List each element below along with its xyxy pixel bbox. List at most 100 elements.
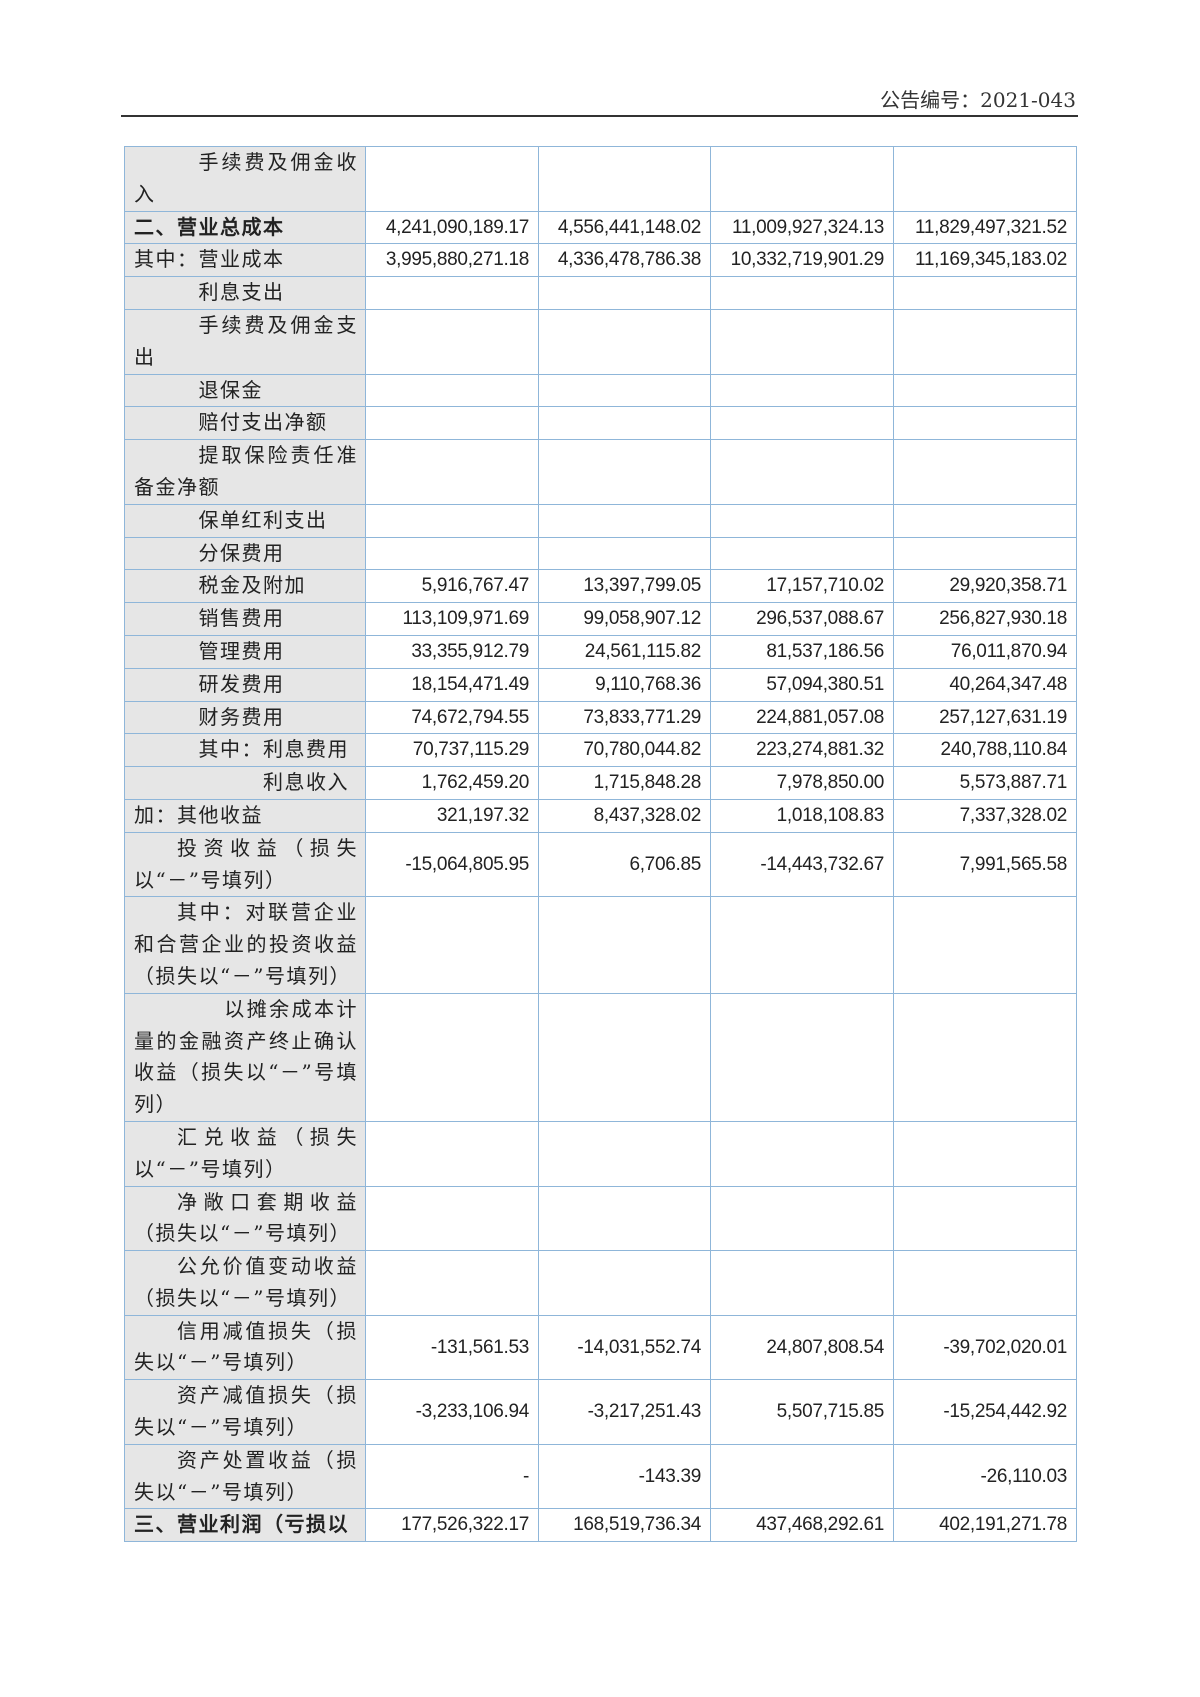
- value-cell: -3,233,106.94: [365, 1379, 539, 1445]
- table-row: 三、营业利润（亏损以 177,526,322.17 168,519,736.34 43…: [124, 1508, 1077, 1543]
- value-cell: [365, 1120, 539, 1187]
- value-cell: 224,881,057.08: [710, 700, 894, 735]
- table-row: 保单红利支出: [124, 503, 1077, 538]
- row-label: 资产减值损失（损失以“－”号填列）: [124, 1379, 366, 1445]
- value-cell: [710, 1185, 894, 1252]
- value-cell: [538, 146, 711, 212]
- table-row: 税金及附加 5,916,767.47 13,397,799.05 17,157,710…: [124, 569, 1077, 604]
- value-cell: 5,507,715.85: [710, 1379, 894, 1445]
- value-cell: 240,788,110.84: [893, 733, 1077, 768]
- value-cell: [538, 992, 711, 1122]
- value-cell: [538, 308, 711, 375]
- row-label: 汇兑收益（损失以“－”号填列）: [124, 1120, 366, 1187]
- table-row: 投资收益（损失以“－”号填列） -15,064,805.95 6,706.85 -14…: [124, 831, 1077, 898]
- table-row: 分保费用: [124, 536, 1077, 571]
- value-cell: 296,537,088.67: [710, 602, 894, 636]
- row-label: 销售费用: [124, 602, 366, 636]
- value-cell: 8,437,328.02: [538, 798, 711, 833]
- value-cell: 70,780,044.82: [538, 733, 711, 768]
- value-cell: [710, 373, 894, 408]
- value-cell: [538, 1120, 711, 1187]
- value-cell: 168,519,736.34: [538, 1508, 711, 1543]
- value-cell: [538, 536, 711, 571]
- row-label: 研发费用: [124, 667, 366, 702]
- row-label: 税金及附加: [124, 569, 366, 604]
- value-cell: [538, 896, 711, 994]
- value-cell: [365, 276, 539, 310]
- value-cell: [365, 896, 539, 994]
- value-cell: 402,191,271.78: [893, 1508, 1077, 1543]
- table-row: 资产处置收益（损失以“－”号填列） - -143.39 -26,110.03: [124, 1443, 1077, 1510]
- value-cell: 11,169,345,183.02: [893, 243, 1077, 278]
- value-cell: 33,355,912.79: [365, 634, 539, 669]
- value-cell: [365, 406, 539, 441]
- value-cell: 99,058,907.12: [538, 602, 711, 636]
- value-cell: [710, 896, 894, 994]
- value-cell: 4,556,441,148.02: [538, 210, 711, 245]
- row-label: 保单红利支出: [124, 503, 366, 538]
- table-row: 销售费用 113,109,971.69 99,058,907.12 296,537,0…: [124, 602, 1077, 636]
- row-label: 公允价值变动收益（损失以“－”号填列）: [124, 1250, 366, 1316]
- value-cell: 4,336,478,786.38: [538, 243, 711, 278]
- table-row: 管理费用 33,355,912.79 24,561,115.82 81,537,186…: [124, 634, 1077, 669]
- value-cell: -143.39: [538, 1443, 711, 1510]
- value-cell: [365, 536, 539, 571]
- row-label: 手续费及佣金收入: [124, 146, 366, 212]
- value-cell: [710, 1250, 894, 1316]
- value-cell: [710, 276, 894, 310]
- table-row: 汇兑收益（损失以“－”号填列）: [124, 1120, 1077, 1187]
- value-cell: -15,254,442.92: [893, 1379, 1077, 1445]
- value-cell: [710, 439, 894, 505]
- value-cell: [893, 503, 1077, 538]
- row-label: 其中：利息费用: [124, 733, 366, 768]
- value-cell: [538, 439, 711, 505]
- value-cell: [893, 276, 1077, 310]
- value-cell: [365, 373, 539, 408]
- value-cell: [893, 406, 1077, 441]
- value-cell: [710, 1120, 894, 1187]
- value-cell: [538, 1185, 711, 1252]
- value-cell: 5,573,887.71: [893, 766, 1077, 800]
- value-cell: [893, 1185, 1077, 1252]
- value-cell: [893, 896, 1077, 994]
- value-cell: [538, 406, 711, 441]
- value-cell: [538, 373, 711, 408]
- value-cell: 81,537,186.56: [710, 634, 894, 669]
- value-cell: [365, 992, 539, 1122]
- value-cell: 70,737,115.29: [365, 733, 539, 768]
- value-cell: [365, 1185, 539, 1252]
- table-row: 公允价值变动收益（损失以“－”号填列）: [124, 1250, 1077, 1316]
- value-cell: [710, 992, 894, 1122]
- value-cell: 321,197.32: [365, 798, 539, 833]
- row-label: 分保费用: [124, 536, 366, 571]
- value-cell: 4,241,090,189.17: [365, 210, 539, 245]
- value-cell: -14,031,552.74: [538, 1314, 711, 1381]
- row-label: 管理费用: [124, 634, 366, 669]
- value-cell: [893, 1120, 1077, 1187]
- row-label: 二、营业总成本: [124, 210, 366, 245]
- value-cell: 57,094,380.51: [710, 667, 894, 702]
- table-row: 赔付支出净额: [124, 406, 1077, 441]
- value-cell: 24,561,115.82: [538, 634, 711, 669]
- row-label: 赔付支出净额: [124, 406, 366, 441]
- row-label: 信用减值损失（损失以“－”号填列）: [124, 1314, 366, 1381]
- value-cell: [710, 503, 894, 538]
- table-row: 其中：营业成本 3,995,880,271.18 4,336,478,786.38 1…: [124, 243, 1077, 278]
- value-cell: 1,715,848.28: [538, 766, 711, 800]
- value-cell: 11,009,927,324.13: [710, 210, 894, 245]
- value-cell: 113,109,971.69: [365, 602, 539, 636]
- table-row: 净敞口套期收益（损失以“－”号填列）: [124, 1185, 1077, 1252]
- row-label: 退保金: [124, 373, 366, 408]
- value-cell: 24,807,808.54: [710, 1314, 894, 1381]
- value-cell: [893, 992, 1077, 1122]
- table-row: 手续费及佣金收入: [124, 146, 1077, 212]
- value-cell: [538, 276, 711, 310]
- value-cell: 40,264,347.48: [893, 667, 1077, 702]
- row-label: 其中：营业成本: [124, 243, 366, 278]
- value-cell: [893, 536, 1077, 571]
- value-cell: [365, 146, 539, 212]
- value-cell: [365, 308, 539, 375]
- value-cell: [365, 503, 539, 538]
- value-cell: [893, 308, 1077, 375]
- table-row: 财务费用 74,672,794.55 73,833,771.29 224,881,05…: [124, 700, 1077, 735]
